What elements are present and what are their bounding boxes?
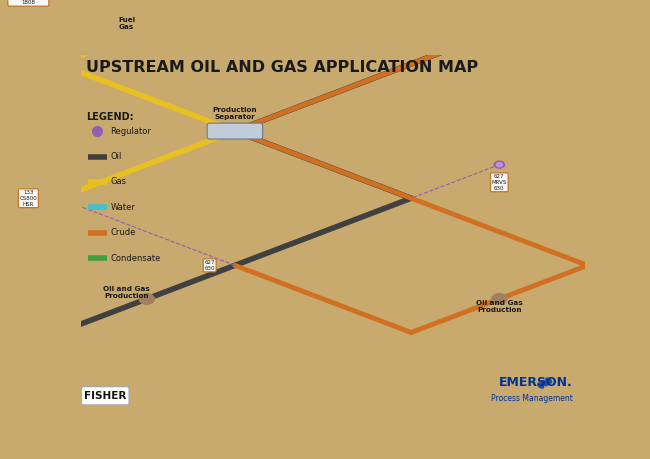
Text: Oil and Gas
Production: Oil and Gas Production — [476, 300, 523, 313]
Text: Gas: Gas — [111, 178, 127, 186]
Text: FISHER: FISHER — [84, 391, 126, 401]
Text: Condensate: Condensate — [111, 254, 161, 263]
Text: Oil: Oil — [111, 152, 122, 161]
Circle shape — [55, 196, 62, 200]
FancyBboxPatch shape — [81, 386, 129, 405]
Text: LEGEND:: LEGEND: — [86, 112, 134, 122]
Text: Crude: Crude — [111, 229, 136, 237]
Circle shape — [139, 294, 154, 304]
Circle shape — [497, 162, 502, 167]
Ellipse shape — [541, 380, 549, 386]
Text: Production
Separator: Production Separator — [213, 107, 257, 120]
Text: 133
CS800
HSR: 133 CS800 HSR — [20, 190, 37, 207]
Text: 109BH-630GR
MR108
1808: 109BH-630GR MR108 1808 — [9, 0, 47, 5]
Text: Oil and Gas
Production: Oil and Gas Production — [103, 286, 150, 299]
Text: Regulator: Regulator — [111, 127, 151, 135]
Ellipse shape — [545, 377, 552, 384]
FancyBboxPatch shape — [207, 123, 263, 139]
Text: 627
MRVS
630: 627 MRVS 630 — [491, 174, 507, 190]
Text: EMERSON.: EMERSON. — [499, 376, 573, 389]
Circle shape — [53, 195, 64, 202]
Text: Process Management: Process Management — [491, 394, 573, 403]
Ellipse shape — [537, 382, 544, 389]
Text: UPSTREAM OIL AND GAS APPLICATION MAP: UPSTREAM OIL AND GAS APPLICATION MAP — [86, 61, 478, 75]
Circle shape — [494, 161, 504, 168]
Text: Fuel
Gas: Fuel Gas — [118, 17, 135, 30]
Text: Water: Water — [111, 203, 135, 212]
Circle shape — [492, 294, 507, 304]
Text: 627
630: 627 630 — [205, 260, 215, 271]
